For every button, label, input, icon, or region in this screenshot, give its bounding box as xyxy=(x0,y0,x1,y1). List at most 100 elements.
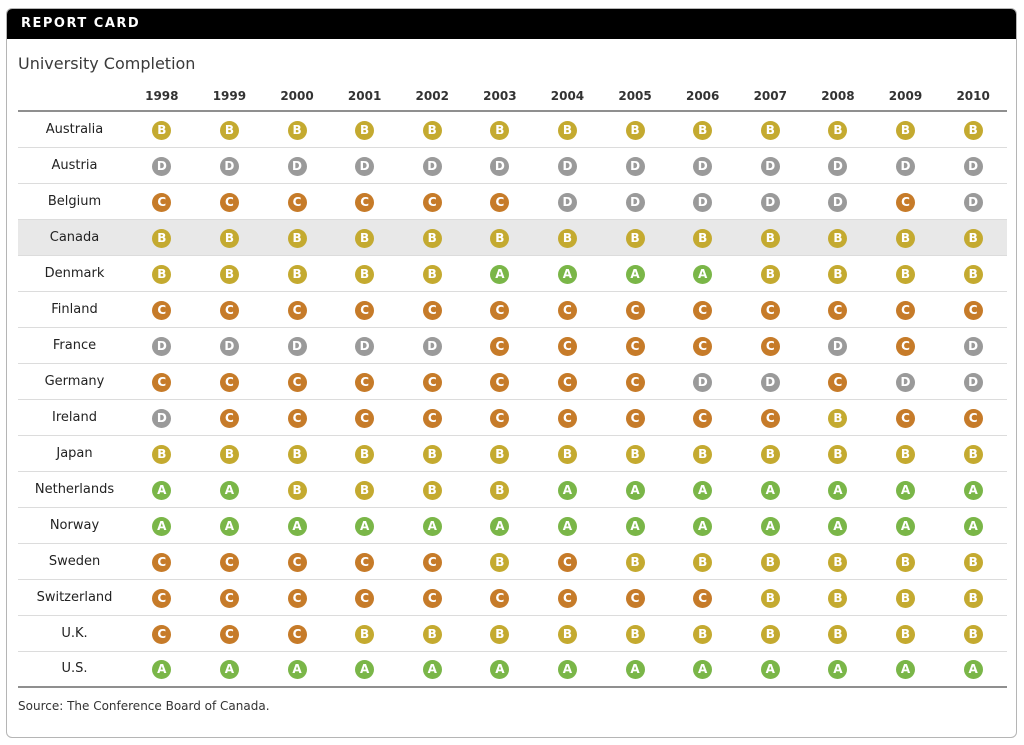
grade-cell: C xyxy=(330,291,399,328)
grade-badge: C xyxy=(152,372,172,392)
year-column-header: 1998 xyxy=(128,85,196,112)
grade-cell: B xyxy=(601,111,669,148)
grade-cell: A xyxy=(804,471,872,508)
grade-cell: B xyxy=(466,111,534,148)
grade-cell: A xyxy=(668,471,737,508)
grade-badge: C xyxy=(287,552,307,572)
grade-cell: D xyxy=(601,183,669,220)
grade-cell: D xyxy=(195,147,264,184)
grade-badge: B xyxy=(355,480,375,500)
grade-cell: D xyxy=(263,147,331,184)
grade-badge: A xyxy=(693,660,713,680)
grade-cell: B xyxy=(330,435,399,472)
grade-cell: C xyxy=(398,291,467,328)
grade-cell: C xyxy=(195,615,264,652)
grade-cell: C xyxy=(263,615,331,652)
grade-badge: C xyxy=(355,372,375,392)
grade-cell: A xyxy=(533,507,602,544)
grade-cell: D xyxy=(804,147,872,184)
grade-badge: B xyxy=(219,264,239,284)
grade-cell: D xyxy=(668,183,737,220)
grade-cell: A xyxy=(533,471,602,508)
grade-cell: B xyxy=(398,111,467,148)
grade-cell: C xyxy=(601,291,669,328)
grade-cell: C xyxy=(601,399,669,436)
grade-badge: B xyxy=(422,120,442,140)
grade-badge: B xyxy=(422,624,442,644)
grade-badge: A xyxy=(693,516,713,536)
grade-cell: D xyxy=(263,327,331,364)
grade-cell: A xyxy=(736,651,805,688)
grade-cell: A xyxy=(871,507,940,544)
grade-cell: B xyxy=(263,435,331,472)
grade-cell: A xyxy=(668,507,737,544)
grade-cell: B xyxy=(804,111,872,148)
grade-cell: B xyxy=(736,615,805,652)
grade-cell: B xyxy=(804,219,872,256)
grade-badge: B xyxy=(625,624,645,644)
grade-cell: A xyxy=(871,651,940,688)
grade-cell: B xyxy=(668,543,737,580)
grade-cell: C xyxy=(263,399,331,436)
country-label: Ireland xyxy=(18,399,128,436)
grade-cell: C xyxy=(128,543,196,580)
grade-badge: B xyxy=(963,228,983,248)
table-row: Canada B B B B B B B B B B B B B xyxy=(18,219,1007,256)
grade-cell: B xyxy=(398,219,467,256)
grade-cell: C xyxy=(736,291,805,328)
grade-badge: C xyxy=(557,336,577,356)
grade-badge: B xyxy=(625,444,645,464)
grade-badge: B xyxy=(963,444,983,464)
grade-badge: B xyxy=(152,228,172,248)
grade-badge: A xyxy=(625,264,645,284)
grade-cell: A xyxy=(668,651,737,688)
grade-badge: C xyxy=(557,408,577,428)
grade-badge: C xyxy=(422,372,442,392)
grade-badge: D xyxy=(355,336,375,356)
grade-cell: A xyxy=(263,507,331,544)
grade-cell: C xyxy=(736,399,805,436)
grade-badge: C xyxy=(287,624,307,644)
grade-badge: C xyxy=(760,300,780,320)
grade-cell: C xyxy=(466,327,534,364)
grade-badge: A xyxy=(219,660,239,680)
grade-badge: B xyxy=(896,624,915,644)
grade-badge: A xyxy=(422,660,442,680)
grade-cell: B xyxy=(195,219,264,256)
grade-cell: B xyxy=(128,111,196,148)
grade-cell: C xyxy=(668,291,737,328)
grade-cell: C xyxy=(263,183,331,220)
grade-cell: C xyxy=(804,363,872,400)
country-label: Switzerland xyxy=(18,579,128,616)
grade-badge: B xyxy=(760,588,780,608)
grade-badge: D xyxy=(152,156,172,176)
grade-badge: A xyxy=(219,480,239,500)
grade-badge: A xyxy=(828,480,848,500)
grade-cell: A xyxy=(128,471,196,508)
grade-cell: B xyxy=(804,615,872,652)
grade-cell: B xyxy=(939,435,1007,472)
grade-badge: C xyxy=(490,300,510,320)
grade-badge: A xyxy=(490,660,510,680)
grade-badge: D xyxy=(422,156,442,176)
grade-badge: B xyxy=(355,444,375,464)
grade-cell: C xyxy=(601,363,669,400)
grade-badge: B xyxy=(422,480,442,500)
grade-badge: C xyxy=(422,408,442,428)
grade-badge: A xyxy=(287,660,307,680)
grade-badge: C xyxy=(557,552,577,572)
grade-cell: C xyxy=(398,363,467,400)
grade-cell: C xyxy=(263,543,331,580)
grade-cell: C xyxy=(466,363,534,400)
grade-cell: A xyxy=(533,255,602,292)
grade-badge: D xyxy=(219,336,239,356)
grade-cell: D xyxy=(668,363,737,400)
grade-cell: C xyxy=(398,579,467,616)
grade-cell: C xyxy=(128,615,196,652)
grade-cell: A xyxy=(128,507,196,544)
grade-cell: B xyxy=(871,111,940,148)
grade-badge: B xyxy=(355,228,375,248)
grade-badge: D xyxy=(557,192,577,212)
grade-badge: B xyxy=(828,408,848,428)
grade-cell: B xyxy=(601,219,669,256)
